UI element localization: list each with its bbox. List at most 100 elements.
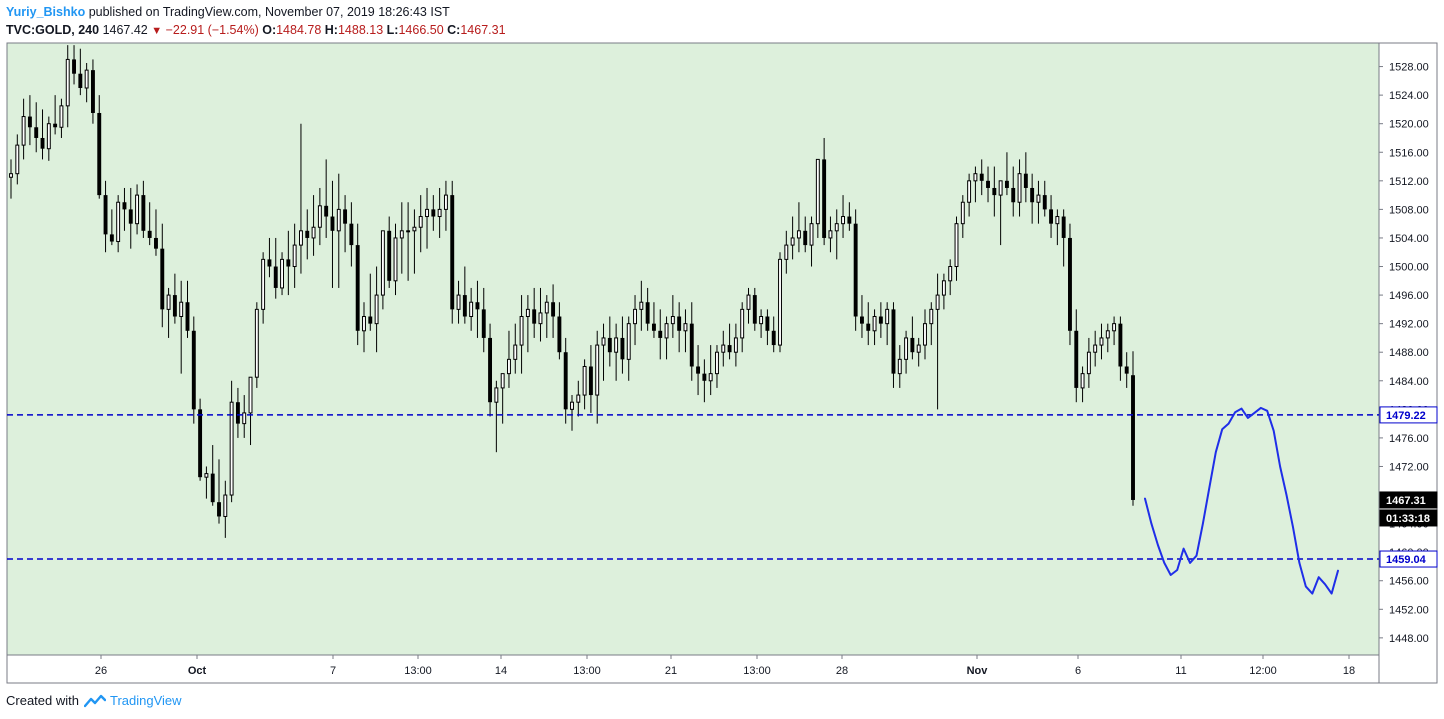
candle <box>1074 309 1079 403</box>
candle <box>582 359 587 410</box>
countdown-tag-text: 01:33:18 <box>1386 513 1430 525</box>
price-tick-label: 1500.00 <box>1389 262 1429 274</box>
candle <box>34 102 39 153</box>
candle <box>387 216 392 288</box>
candle <box>317 187 322 246</box>
candle <box>696 345 701 396</box>
candle <box>834 209 839 260</box>
candle <box>992 166 997 217</box>
candle <box>626 316 631 381</box>
candle <box>1099 323 1104 360</box>
candle <box>443 180 448 231</box>
candle <box>784 230 789 274</box>
price-tick-label: 1472.00 <box>1389 461 1429 473</box>
candle <box>72 45 76 85</box>
candle <box>1105 323 1110 353</box>
candle <box>198 398 203 481</box>
candle <box>1030 173 1035 224</box>
candle <box>292 223 297 288</box>
candle <box>1049 195 1054 238</box>
low-value: 1466.50 <box>398 23 444 37</box>
candle <box>872 309 877 346</box>
candles <box>9 45 1135 538</box>
candle <box>368 273 373 331</box>
candle <box>815 158 820 238</box>
time-tick-label: Nov <box>967 665 989 677</box>
candle <box>65 45 70 128</box>
candle <box>1061 209 1066 267</box>
candle <box>462 266 467 324</box>
candle <box>280 252 284 296</box>
candle <box>519 295 524 374</box>
candle <box>973 166 978 203</box>
candle <box>141 180 146 238</box>
time-tick-label: 13:00 <box>743 665 771 677</box>
publish-line: Yuriy_Bishko published on TradingView.co… <box>6 5 450 19</box>
candle <box>248 376 253 446</box>
candle <box>21 98 26 160</box>
candle <box>778 252 782 353</box>
candle <box>254 302 259 388</box>
time-tick-label: 18 <box>1343 665 1355 677</box>
candle <box>412 209 417 274</box>
candle <box>160 223 165 328</box>
author-link[interactable]: Yuriy_Bishko <box>6 5 86 19</box>
candle <box>960 195 965 238</box>
candle <box>185 280 190 338</box>
countdown-tag: 01:33:18 <box>1379 509 1438 527</box>
horizontal-levels <box>7 414 1379 560</box>
created-with-label: Created with <box>6 693 79 708</box>
candle <box>727 323 732 360</box>
candle <box>217 459 221 524</box>
candle <box>828 216 833 253</box>
candle <box>154 209 158 256</box>
candle <box>116 195 121 253</box>
time-tick-label: 12:00 <box>1249 665 1277 677</box>
candle <box>923 309 927 360</box>
down-arrow-icon: ▼ <box>151 25 163 37</box>
level-price-tag-text: 1479.22 <box>1386 410 1426 422</box>
candle <box>324 159 329 238</box>
time-tick-label: 6 <box>1075 665 1081 677</box>
candle <box>1124 352 1129 388</box>
candle <box>658 309 663 360</box>
published-text: published on TradingView.com, November 0… <box>88 5 450 19</box>
candle <box>910 316 915 360</box>
close-value: 1467.31 <box>460 23 506 37</box>
candle <box>986 166 990 203</box>
candle <box>1068 223 1072 346</box>
candle <box>166 287 171 338</box>
candle <box>355 223 360 346</box>
price-tick-label: 1520.00 <box>1389 119 1429 131</box>
candle <box>651 302 656 338</box>
candle <box>664 316 669 360</box>
candle <box>27 95 32 146</box>
candle <box>721 330 726 367</box>
candle <box>1131 351 1135 506</box>
candle <box>336 173 341 288</box>
time-axis[interactable]: 26 Oct 7 13:00 14 13:00 21 13:00 28 Nov 6 11 12:00 18 <box>95 655 1355 677</box>
candle <box>494 380 499 453</box>
candle <box>399 202 404 274</box>
candle <box>135 184 140 235</box>
candle <box>614 323 619 381</box>
candle <box>210 445 215 506</box>
candle <box>1112 316 1117 346</box>
candle <box>450 180 455 324</box>
candle <box>607 316 612 367</box>
time-tick-label: 26 <box>95 665 107 677</box>
candle <box>191 316 196 424</box>
last-price-tag-text: 1467.31 <box>1386 495 1426 507</box>
candle <box>563 337 568 424</box>
tradingview-brand[interactable]: TradingView <box>109 693 182 708</box>
candle <box>1042 180 1047 217</box>
candle <box>790 216 795 260</box>
candle <box>620 316 625 374</box>
low-label: L: <box>386 23 399 37</box>
candle <box>941 273 946 310</box>
level-price-tag: 1479.22 <box>1379 406 1438 424</box>
last-price: 1467.42 <box>102 23 148 37</box>
candle <box>15 134 20 185</box>
candle <box>740 302 745 353</box>
